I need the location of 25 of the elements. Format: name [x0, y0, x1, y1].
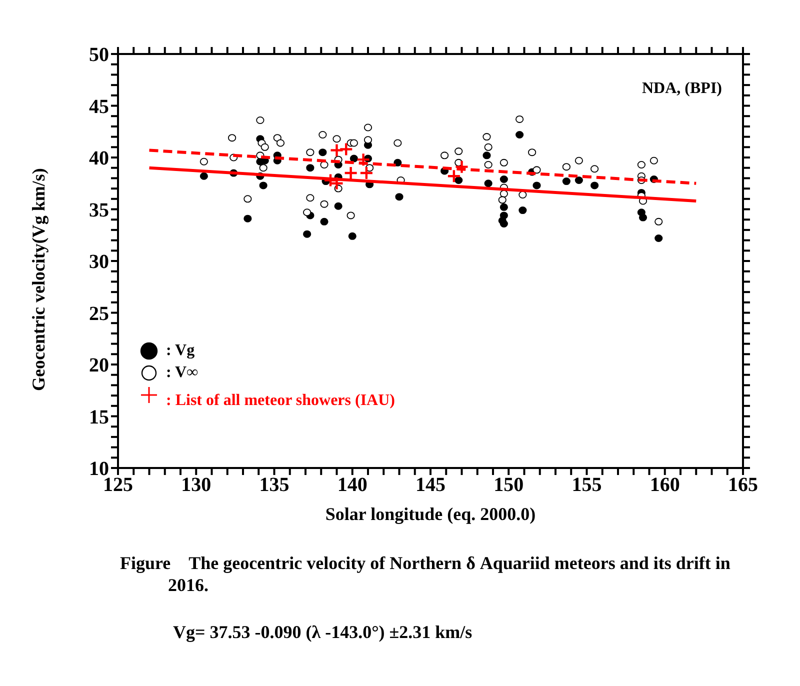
text: Vg= 37.53 -0.090 (λ -143.0°) ±2.31 km/s: [173, 622, 474, 643]
annotation: NDA, (BPI): [642, 80, 722, 98]
legend-label: : Vg: [166, 342, 195, 360]
x-tick-label: 135: [259, 474, 290, 496]
legend-label: : List of all meteor showers (IAU): [166, 392, 395, 410]
legend-label: : V∞: [166, 364, 198, 382]
y-tick-label: 30: [89, 251, 109, 274]
x-tick-label: 160: [650, 474, 680, 496]
y-tick-label: 50: [89, 44, 109, 66]
y-tick-label: 35: [89, 199, 109, 222]
y-tick-label: 25: [89, 302, 109, 325]
y-tick-label: 15: [89, 406, 109, 428]
x-tick-label: 140: [337, 474, 368, 496]
x-tick-label: 150: [494, 474, 524, 496]
y-tick-label: 20: [89, 354, 109, 377]
text: Figure The geocentric velocity of Northern δ Aquariid meteors and its drift in 2016.: [120, 552, 732, 596]
x-tick-label: 155: [572, 474, 602, 496]
y-tick-label: 45: [89, 96, 109, 118]
x-tick-label: 125: [103, 474, 133, 496]
x-tick-label: 165: [728, 474, 758, 496]
x-tick-label: 145: [416, 474, 446, 496]
x-axis-title: Solar longitude (eq. 2000.0): [325, 504, 536, 524]
y-axis-title: Geocentric velocity(Vg km/s): [28, 168, 48, 391]
y-tick-label: 40: [89, 148, 109, 170]
x-tick-label: 130: [181, 474, 212, 496]
